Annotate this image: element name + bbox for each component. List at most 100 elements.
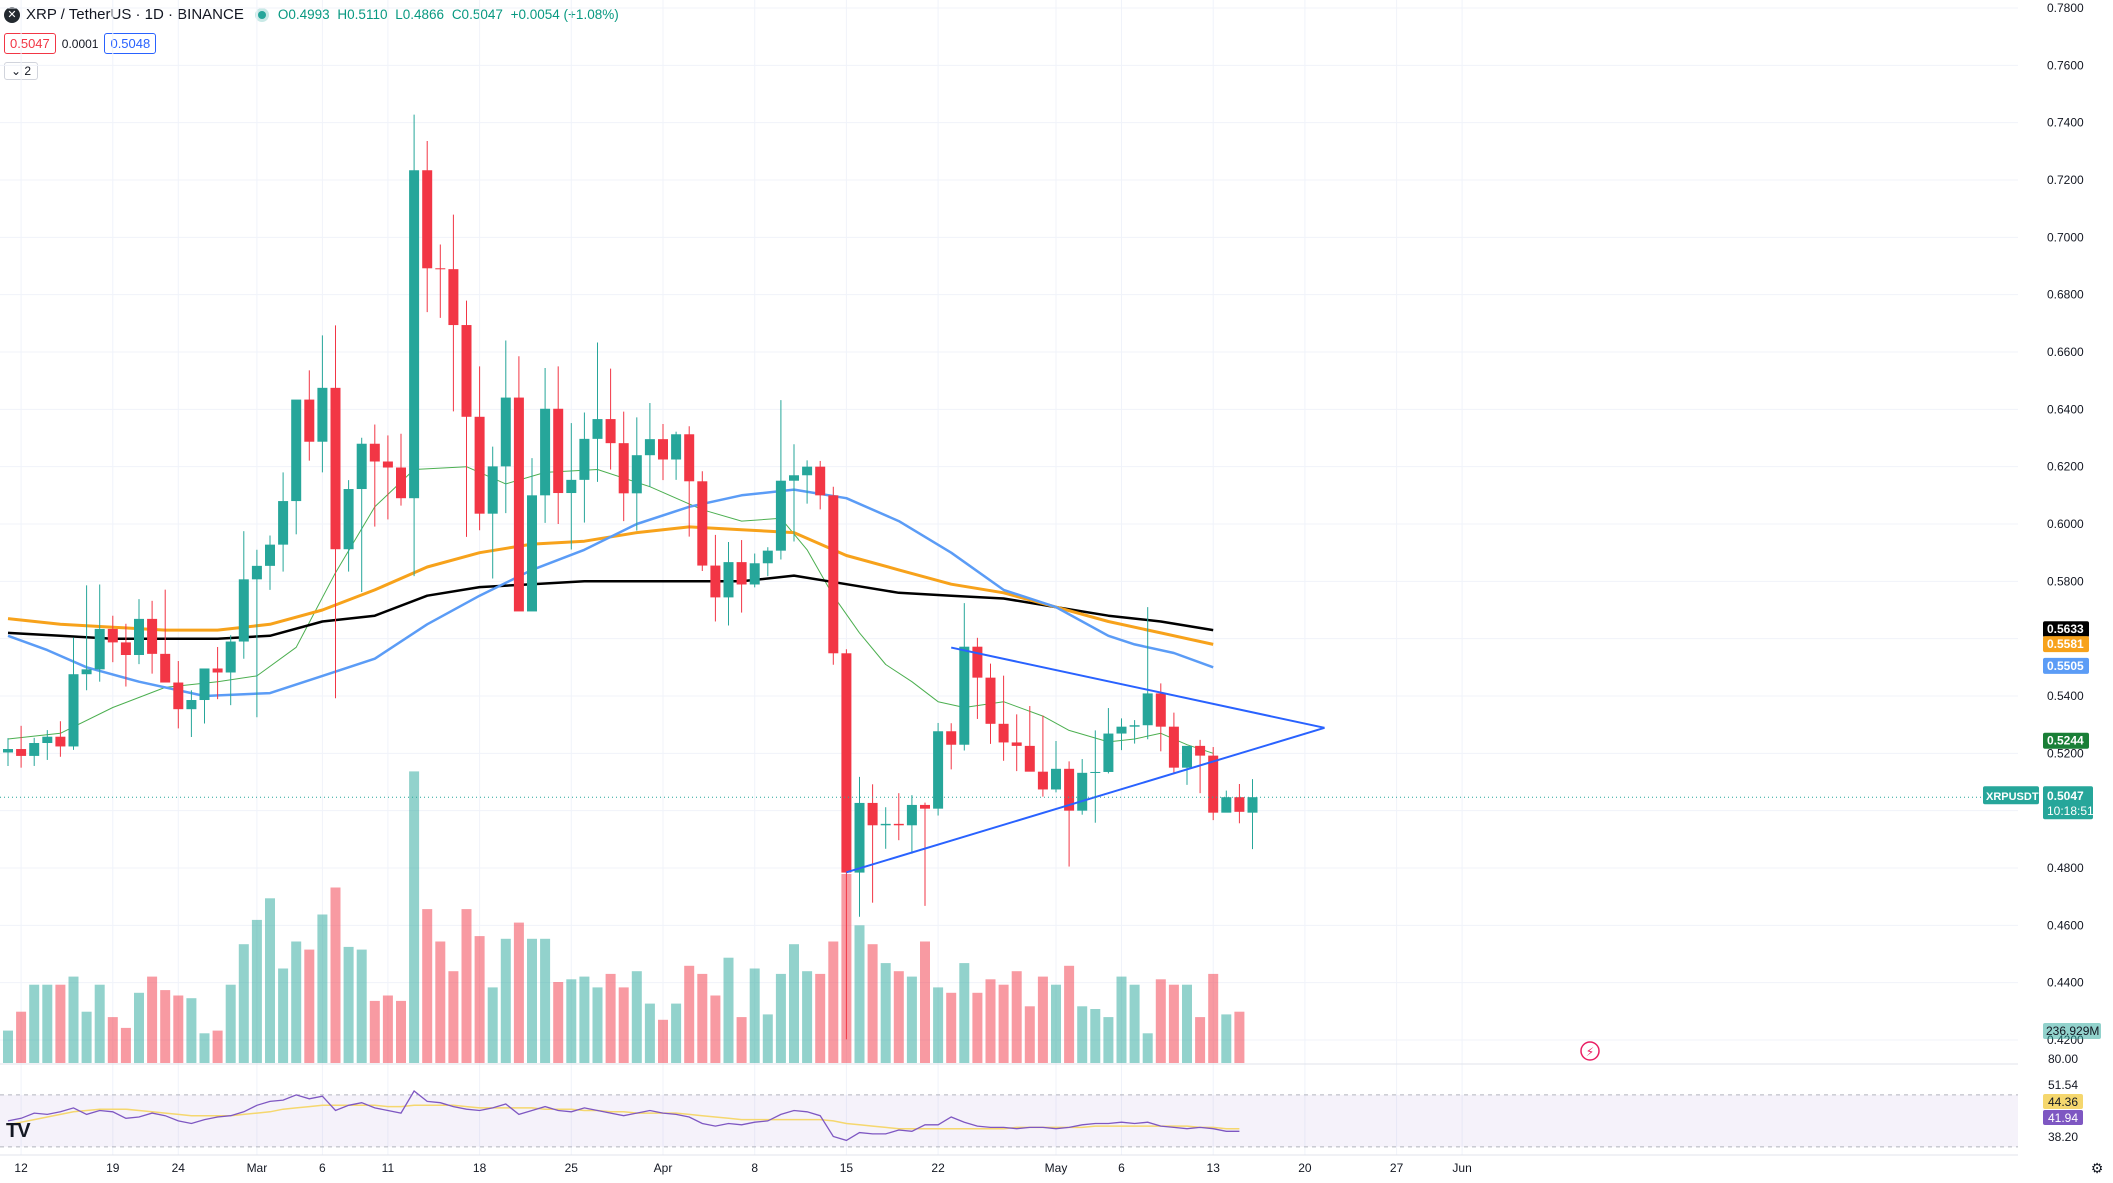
candle-body	[592, 419, 603, 439]
volume-bar	[762, 1014, 773, 1063]
candle-body	[1182, 745, 1192, 768]
candle	[1077, 759, 1088, 815]
candle-body	[815, 466, 826, 496]
candle-body	[461, 325, 472, 417]
candle-body	[16, 749, 27, 756]
volume-bar	[55, 984, 66, 1063]
candle	[933, 722, 944, 816]
price-tick-label: 0.4600	[2047, 918, 2084, 932]
candle	[160, 589, 171, 683]
candle	[435, 244, 446, 318]
volume-bar	[94, 984, 105, 1063]
trade-buttons: 0.5047 0.0001 0.5048	[4, 33, 157, 54]
candle-body	[1103, 733, 1114, 772]
candle	[946, 723, 957, 770]
buy-button[interactable]: 0.5048	[104, 33, 157, 54]
rsi-pane	[0, 1090, 2018, 1148]
volume-bar	[409, 771, 420, 1063]
candle	[134, 599, 144, 665]
candle-body	[972, 646, 983, 678]
axis-price-badge	[2043, 621, 2089, 638]
candle	[1195, 739, 1206, 794]
candle-body	[802, 466, 813, 476]
candle	[1168, 712, 1179, 774]
price-tick-label: 0.7200	[2047, 173, 2084, 187]
ohlc-open: O0.4993	[277, 7, 330, 22]
candle	[409, 114, 420, 577]
candle	[513, 356, 524, 612]
price-tick-label: 0.4400	[2047, 976, 2084, 990]
volume-bar	[1168, 984, 1179, 1063]
volume-bar	[684, 965, 695, 1063]
candle	[1221, 790, 1232, 813]
symbol-badge-label: XRPUSDT	[1986, 791, 2039, 803]
countdown-label: 10:18:51	[2047, 804, 2094, 818]
candle-body	[304, 399, 315, 442]
candle-body	[959, 646, 970, 745]
moving-averages	[7, 466, 1214, 754]
volume-bar	[579, 976, 590, 1063]
price-axis: 0.7800 0.7600 0.7400 0.7200 0.7000 0.6800 0.66…	[2043, 1, 2084, 1144]
volume-bar	[265, 898, 275, 1063]
price-tick-label: 0.6200	[2047, 460, 2084, 474]
grid-lines	[0, 0, 2018, 1156]
candle	[815, 460, 826, 510]
symbol-title[interactable]: XRP / TetherUS · 1D · BINANCE	[26, 6, 244, 23]
candle-body	[343, 489, 354, 550]
volume-bar	[343, 946, 354, 1063]
candle-body	[671, 434, 682, 460]
candle-body	[409, 170, 420, 499]
candle-body	[1077, 772, 1088, 811]
volume-bar	[1221, 1014, 1232, 1063]
candle	[736, 540, 747, 613]
candle	[566, 423, 577, 550]
date-tick-label: 27	[1390, 1161, 1404, 1175]
candle-body	[867, 802, 878, 826]
settings-gear-icon: ⚙	[2091, 1161, 2104, 1177]
candle	[631, 417, 642, 531]
volume-bar	[920, 941, 930, 1063]
candle	[553, 366, 564, 524]
price-tick-label: 0.7800	[2047, 1, 2084, 15]
candle-body	[854, 802, 865, 873]
candle-body	[435, 268, 446, 270]
volume-bar	[1011, 971, 1022, 1063]
chart-legend: ✕ XRP / TetherUS · 1D · BINANCE O0.4993 …	[4, 6, 623, 23]
volume-bar	[631, 971, 642, 1063]
volume-bar	[671, 1003, 682, 1063]
date-tick-label: Apr	[654, 1161, 673, 1175]
volume-bar	[1064, 965, 1075, 1063]
candle	[343, 480, 354, 572]
candle-body	[173, 682, 184, 710]
last-price-label: 0.5047	[2047, 789, 2084, 803]
volume-bar	[540, 938, 551, 1063]
rsi-line	[7, 1090, 1240, 1142]
candle-body	[618, 443, 629, 494]
candle-body	[540, 408, 551, 496]
candle	[697, 471, 708, 572]
candle	[775, 400, 786, 560]
volume-bar	[1129, 984, 1140, 1063]
candle	[1064, 761, 1075, 867]
sell-button[interactable]: 0.5047	[4, 33, 56, 54]
candle-body	[278, 501, 289, 545]
candle-body	[1129, 725, 1140, 727]
candle-body	[42, 736, 53, 744]
volume-label: 236.929M	[2046, 1024, 2099, 1038]
volume-bar	[160, 990, 171, 1063]
date-tick-label: 18	[473, 1161, 487, 1175]
volume-bar	[1103, 1017, 1114, 1063]
date-tick-label: May	[1045, 1161, 1068, 1175]
candle-body	[225, 641, 236, 673]
tradingview-logo-icon[interactable]: TV	[6, 1120, 31, 1142]
volume-bar	[749, 968, 760, 1063]
candle-body	[1155, 693, 1166, 727]
candle	[802, 460, 813, 504]
volume-bar	[828, 941, 839, 1063]
volume-bar	[946, 992, 957, 1063]
candle-body	[841, 653, 852, 873]
candle-body	[736, 562, 747, 585]
candle-body	[880, 823, 891, 826]
candle-body	[1221, 797, 1232, 813]
